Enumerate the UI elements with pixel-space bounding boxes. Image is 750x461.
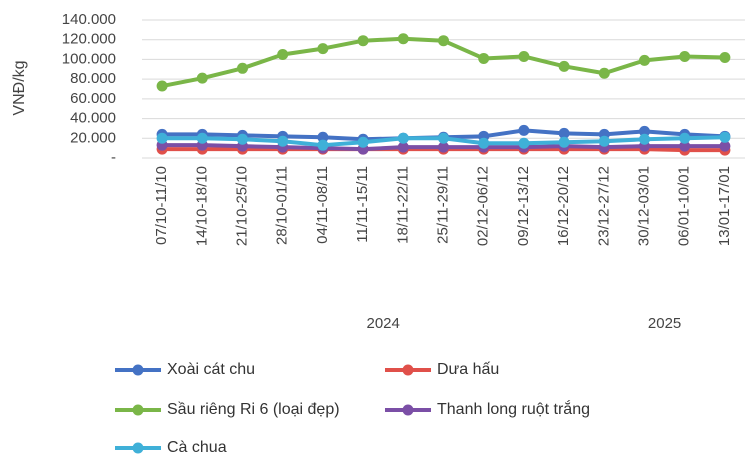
data-point [317, 131, 329, 143]
legend-label: Xoài cát chu [167, 361, 255, 378]
data-point [277, 135, 289, 147]
legend-label: Thanh long ruột trắng [437, 399, 590, 418]
data-point [237, 62, 248, 74]
y-axis-title: VNĐ/kg [11, 60, 28, 115]
data-point [679, 50, 691, 62]
data-point [277, 49, 289, 60]
data-point [679, 132, 691, 144]
legend-marker [132, 404, 144, 416]
data-point [679, 140, 691, 152]
legend-label: Dưa hấu [437, 361, 499, 378]
data-point [156, 132, 168, 144]
data-point [639, 133, 650, 145]
y-tick-label: 120.000 [62, 31, 116, 48]
x-group-label: 2024 [367, 315, 400, 332]
legend-marker [402, 364, 414, 376]
x-tick-label: 16/12-20/12 [555, 166, 572, 246]
data-point [719, 140, 731, 152]
y-tick-label: 20.000 [70, 129, 116, 146]
x-tick-label: 09/12-13/12 [515, 166, 532, 246]
x-tick-label: 04/11-08/11 [314, 166, 331, 244]
data-point [478, 52, 490, 64]
data-point [156, 80, 168, 92]
y-tick-label: - [111, 149, 116, 166]
data-point [558, 127, 570, 139]
x-group-label: 2025 [648, 315, 681, 332]
data-point [639, 54, 650, 66]
data-point [397, 141, 409, 153]
x-tick-label: 30/12-03/01 [635, 166, 652, 246]
data-point [558, 60, 570, 72]
data-point [237, 133, 248, 145]
legend-marker [402, 404, 414, 416]
legend-label: Cà chua [167, 439, 227, 456]
x-tick-label: 13/01-17/01 [716, 166, 733, 246]
data-point [438, 141, 449, 153]
data-point [438, 132, 449, 144]
data-point [196, 72, 208, 84]
data-point [598, 67, 610, 79]
data-point [719, 131, 731, 143]
x-tick-label: 07/10-11/10 [153, 166, 170, 245]
y-tick-label: 140.000 [62, 11, 116, 28]
x-tick-label: 28/10-01/11 [274, 166, 291, 245]
data-point [357, 35, 369, 47]
x-tick-label: 02/12-06/12 [475, 166, 492, 246]
data-point [558, 136, 570, 148]
x-tick-label: 06/01-10/01 [676, 166, 693, 246]
legend-label: Sầu riêng Ri 6 (loại đẹp) [167, 401, 340, 418]
x-tick-label: 14/10-18/10 [193, 166, 210, 246]
data-point [518, 124, 530, 136]
y-tick-label: 40.000 [70, 110, 116, 127]
data-point [196, 132, 208, 144]
data-point [518, 50, 530, 62]
x-tick-label: 11/11-15/11 [354, 166, 371, 243]
data-point [478, 137, 490, 149]
data-point [397, 132, 409, 144]
data-point [317, 43, 329, 55]
data-point [397, 33, 409, 45]
legend-marker [132, 364, 144, 376]
y-tick-label: 100.000 [62, 50, 116, 67]
data-point [357, 136, 369, 148]
legend-marker [132, 442, 144, 454]
data-point [317, 139, 329, 151]
data-point [639, 125, 650, 137]
data-point [719, 51, 731, 63]
y-tick-label: 60.000 [70, 90, 116, 107]
x-tick-label: 25/11-29/11 [434, 166, 451, 244]
data-point [598, 135, 610, 147]
data-point [438, 35, 449, 47]
x-tick-label: 21/10-25/10 [233, 166, 250, 246]
x-tick-label: 18/11-22/11 [394, 166, 411, 244]
x-tick-label: 23/12-27/12 [595, 166, 612, 246]
y-tick-label: 80.000 [70, 70, 116, 87]
data-point [518, 137, 530, 149]
